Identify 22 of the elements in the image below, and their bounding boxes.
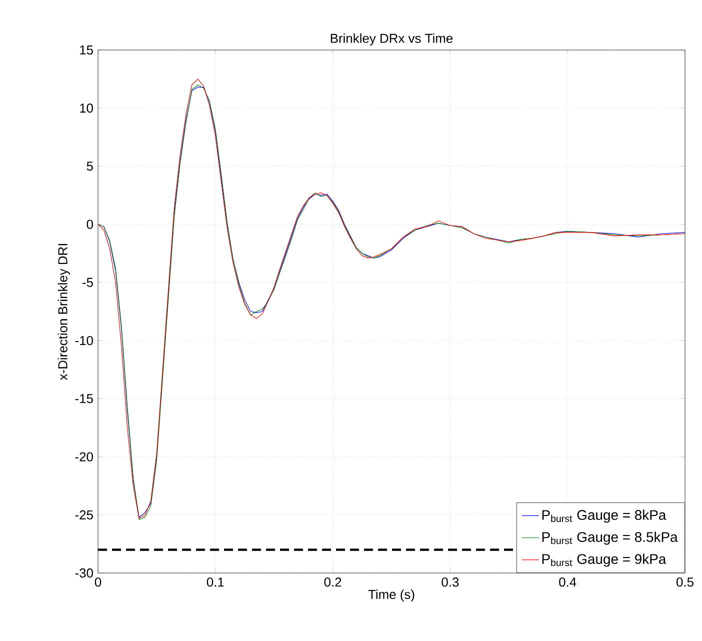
x-tick-label: 0.2 — [324, 578, 342, 587]
x-tick-label: 0.1 — [206, 578, 224, 587]
y-tick-label: 10 — [80, 104, 93, 113]
y-tick-label: -20 — [75, 452, 93, 462]
y-tick-label: -30 — [75, 568, 93, 578]
legend-label: P$_{burst}$ Gauge = 9kPa — [542, 554, 666, 567]
x-tick-label: 0 — [94, 578, 102, 587]
x-axis-title: Time (s) — [368, 590, 414, 602]
legend-label: P$_{burst}$ Gauge = 8.5kPa — [542, 532, 678, 545]
y-tick-label: 5 — [86, 162, 93, 171]
x-tick-label: 0.5 — [676, 578, 694, 587]
legend-label: P$_{burst}$ Gauge = 8kPa — [542, 510, 666, 523]
y-tick-label: 0 — [86, 220, 93, 229]
y-tick-label: -10 — [75, 336, 93, 346]
x-tick-label: 0.3 — [442, 578, 459, 587]
y-tick-label: -5 — [82, 278, 93, 287]
y-tick-label: -25 — [75, 510, 93, 520]
y-tick-label: -15 — [75, 394, 93, 404]
y-tick-label: 15 — [80, 45, 93, 55]
y-axis-title: x-Direction Brinkley DRI — [58, 244, 70, 380]
x-tick-label: 0.4 — [559, 578, 576, 587]
chart-title: Brinkley DRx vs Time — [330, 33, 453, 46]
